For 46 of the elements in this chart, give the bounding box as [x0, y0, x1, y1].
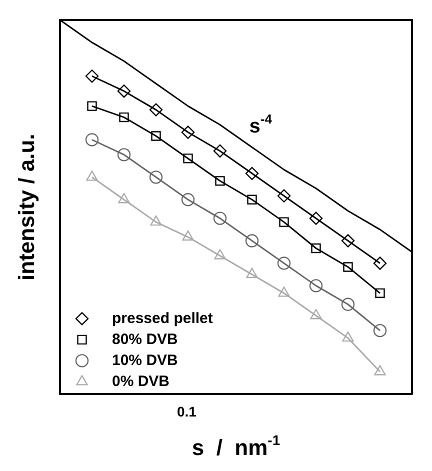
point — [343, 262, 353, 272]
point — [150, 215, 162, 226]
point — [342, 331, 354, 342]
point — [309, 212, 323, 225]
legend-label: 0% DVB — [112, 372, 170, 390]
point — [181, 193, 195, 206]
y-axis-title: intensity / a.u. — [14, 134, 39, 280]
point — [117, 148, 131, 162]
legend-label: 10% DVB — [112, 352, 178, 369]
point — [279, 217, 289, 227]
point — [373, 324, 387, 338]
point — [86, 170, 98, 181]
point — [149, 103, 163, 116]
point — [213, 212, 227, 225]
point — [149, 170, 163, 184]
point — [87, 101, 97, 111]
point — [277, 189, 291, 202]
point — [119, 112, 129, 122]
point — [309, 279, 323, 292]
point — [85, 133, 99, 146]
text: 0.1 — [176, 404, 197, 420]
point — [151, 131, 161, 141]
point — [214, 249, 226, 260]
point — [341, 298, 355, 311]
point — [183, 154, 193, 164]
point — [118, 193, 130, 204]
point — [374, 365, 386, 376]
point — [213, 144, 227, 158]
point — [375, 288, 385, 298]
point — [117, 84, 131, 98]
point — [341, 234, 355, 248]
point — [246, 268, 258, 278]
point — [311, 243, 321, 254]
point — [277, 256, 291, 270]
point — [310, 309, 322, 320]
point — [215, 176, 225, 186]
point — [85, 70, 99, 83]
legend-label: pressed pellet — [112, 310, 213, 327]
point — [245, 234, 259, 248]
point — [182, 230, 194, 241]
legend-label: 80% DVB — [112, 330, 178, 348]
point — [247, 194, 257, 204]
point — [278, 286, 290, 297]
point — [245, 166, 259, 180]
point — [181, 126, 195, 139]
point — [373, 256, 387, 270]
